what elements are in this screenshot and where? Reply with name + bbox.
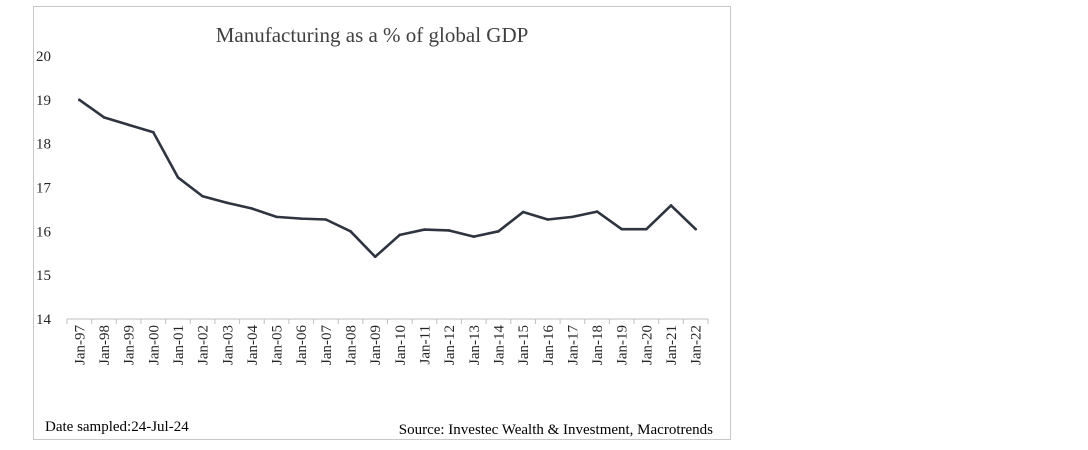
data-point xyxy=(423,228,426,231)
y-tick-label: 16 xyxy=(36,224,52,240)
data-point xyxy=(645,227,648,231)
x-tick-label: Jan-99 xyxy=(122,325,138,365)
x-tick-label: Jan-17 xyxy=(565,325,581,365)
x-tick-label: Jan-15 xyxy=(516,325,532,365)
data-point xyxy=(324,218,328,221)
x-tick-label: Jan-97 xyxy=(72,325,88,365)
source-label: Source: Investec Wealth & Investment, Ma… xyxy=(399,422,713,438)
data-point xyxy=(398,233,402,237)
data-point xyxy=(275,215,278,219)
x-tick-label: Jan-11 xyxy=(417,325,433,364)
data-point xyxy=(472,235,476,238)
x-tick-label: Jan-07 xyxy=(319,325,335,365)
data-point xyxy=(521,210,525,214)
data-point xyxy=(176,176,180,179)
x-tick-label: Jan-20 xyxy=(639,325,655,365)
y-tick-label: 20 xyxy=(36,49,51,65)
x-tick-label: Jan-18 xyxy=(590,325,606,365)
x-tick-label: Jan-22 xyxy=(689,325,705,365)
data-point xyxy=(620,227,624,231)
x-tick-label: Jan-04 xyxy=(245,325,261,365)
data-point xyxy=(225,201,229,205)
x-tick-label: Jan-05 xyxy=(270,325,286,365)
x-tick-label: Jan-12 xyxy=(442,325,458,365)
date-sampled-label: Date sampled:24-Jul-24 xyxy=(45,419,189,435)
series-line xyxy=(78,98,697,259)
data-point xyxy=(447,229,451,232)
y-tick-label: 14 xyxy=(36,312,52,328)
x-tick-label: Jan-14 xyxy=(491,325,507,365)
data-point xyxy=(694,227,697,231)
x-tick-label: Jan-03 xyxy=(220,325,236,365)
data-point xyxy=(571,215,574,219)
x-tick-label: Jan-09 xyxy=(368,325,384,365)
data-point xyxy=(201,194,204,198)
x-tick-label: Jan-16 xyxy=(541,325,557,365)
data-point xyxy=(299,217,303,220)
x-tick-label: Jan-01 xyxy=(171,325,187,365)
chart-title: Manufacturing as a % of global GDP xyxy=(216,23,529,47)
x-tick-label: Jan-19 xyxy=(615,325,631,365)
data-point xyxy=(669,204,673,207)
x-tick-label: Jan-00 xyxy=(146,325,162,365)
x-tick-label: Jan-98 xyxy=(97,325,113,365)
x-tick-label: Jan-21 xyxy=(664,325,680,365)
x-tick-label: Jan-10 xyxy=(393,325,409,365)
y-tick-label: 17 xyxy=(36,181,52,197)
x-tick-label: Jan-06 xyxy=(294,325,310,365)
data-point xyxy=(349,230,352,233)
data-point xyxy=(78,98,81,102)
data-point xyxy=(497,230,500,233)
data-point xyxy=(102,116,106,119)
y-tick-label: 18 xyxy=(36,137,51,153)
x-tick-label: Jan-08 xyxy=(344,325,360,365)
data-point xyxy=(127,123,130,127)
y-tick-label: 15 xyxy=(36,268,51,284)
data-point xyxy=(546,218,550,221)
x-tick-label: Jan-13 xyxy=(467,325,483,365)
data-point xyxy=(250,207,254,210)
data-point xyxy=(595,210,599,213)
y-tick-label: 19 xyxy=(36,93,51,109)
data-point xyxy=(373,255,377,259)
data-point xyxy=(151,130,155,134)
x-tick-label: Jan-02 xyxy=(196,325,212,365)
